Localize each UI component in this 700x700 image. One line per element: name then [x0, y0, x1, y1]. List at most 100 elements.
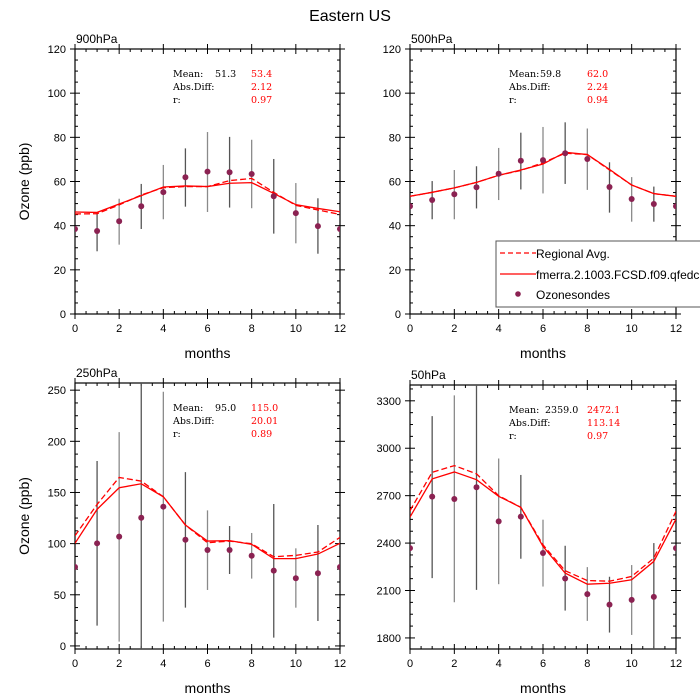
x-tick-label: 12: [334, 658, 346, 670]
stats-mean-model: 53.4: [251, 69, 272, 80]
obs-point: [248, 552, 255, 559]
x-tick-label: 4: [496, 658, 502, 670]
obs-point: [673, 545, 676, 552]
obs-point: [628, 195, 635, 202]
x-tick-label: 2: [116, 658, 122, 670]
obs-point: [628, 596, 635, 603]
stats-r: 0.94: [587, 95, 608, 106]
x-tick-label: 6: [540, 658, 546, 670]
stats-absdiff: 2.24: [587, 82, 608, 93]
obs-point: [75, 564, 78, 571]
x-tick-label: 10: [626, 323, 638, 335]
y-tick-label: 120: [383, 44, 401, 56]
series-model-line: [75, 483, 340, 560]
obs-point: [429, 493, 436, 500]
y-tick-label: 3000: [377, 443, 401, 455]
obs-point: [94, 227, 101, 234]
x-tick-label: 2: [116, 323, 122, 335]
x-tick-label: 6: [540, 323, 546, 335]
x-tick-label: 12: [334, 323, 346, 335]
panel-title: 900hPa: [76, 32, 118, 46]
obs-point: [410, 203, 413, 210]
x-tick-label: 12: [670, 323, 682, 335]
legend-swatch-dot: [515, 291, 521, 297]
x-tick-label: 8: [584, 658, 590, 670]
series-model-line: [410, 151, 676, 197]
obs-point: [160, 189, 167, 196]
x-tick-label: 10: [290, 323, 302, 335]
obs-point: [292, 575, 299, 582]
panel-title: 50hPa: [411, 368, 446, 382]
stats-mean-label: Mean:: [509, 69, 539, 80]
stats-r: 0.97: [587, 431, 608, 442]
obs-point: [138, 203, 145, 210]
stats-absdiff-label: Abs.Diff:: [508, 82, 550, 93]
obs-point: [473, 484, 480, 491]
obs-point: [270, 193, 277, 200]
x-tick-label: 4: [160, 323, 166, 335]
obs-point: [292, 210, 299, 217]
obs-point: [673, 203, 676, 210]
stats-absdiff-label: Abs.Diff:: [508, 418, 550, 429]
y-tick-label: 60: [54, 177, 66, 189]
stats-mean-model: 62.0: [587, 69, 608, 80]
x-tick-label: 8: [249, 323, 255, 335]
y-axis-label: Ozone (ppb): [16, 477, 32, 555]
obs-point: [562, 575, 569, 582]
stats-mean-label: Mean:: [509, 405, 539, 416]
x-tick-label: 12: [670, 658, 682, 670]
x-tick-label: 2: [451, 658, 457, 670]
obs-point: [160, 503, 167, 510]
y-tick-label: 3300: [377, 396, 401, 408]
y-tick-label: 0: [60, 641, 66, 653]
obs-point: [116, 533, 123, 540]
obs-point: [204, 168, 211, 175]
x-axis-label: months: [185, 345, 231, 361]
x-axis-label: months: [520, 680, 566, 696]
stats-mean-label: Mean:: [173, 69, 203, 80]
y-tick-label: 1800: [377, 633, 401, 645]
obs-point: [314, 570, 321, 577]
stats-absdiff-label: Abs.Diff:: [172, 416, 214, 427]
series-regional-avg-line: [75, 476, 340, 558]
obs-point: [410, 545, 413, 552]
obs-point: [182, 536, 189, 543]
data-layer: [410, 122, 676, 222]
obs-point: [314, 223, 321, 230]
stats-absdiff: 20.01: [251, 416, 278, 427]
obs-point: [584, 591, 591, 598]
obs-point: [429, 197, 436, 204]
x-tick-label: 6: [204, 658, 210, 670]
obs-point: [182, 174, 189, 181]
obs-point: [226, 169, 233, 176]
obs-point: [495, 518, 502, 525]
stats-r-label: r:: [509, 431, 517, 442]
x-axis-label: months: [185, 680, 231, 696]
stats-absdiff-label: Abs.Diff:: [172, 82, 214, 93]
obs-point: [248, 170, 255, 177]
obs-point: [606, 601, 613, 608]
y-tick-label: 20: [389, 265, 401, 277]
y-tick-label: 2100: [377, 586, 401, 598]
y-tick-label: 40: [54, 221, 66, 233]
stats-absdiff: 2.12: [251, 82, 272, 93]
y-tick-label: 50: [54, 590, 66, 602]
stats-mean-label: Mean:: [173, 403, 203, 414]
x-tick-label: 8: [249, 658, 255, 670]
data-layer: [410, 385, 676, 649]
obs-point: [517, 513, 524, 520]
obs-point: [451, 191, 458, 198]
stats-r-label: r:: [173, 429, 181, 440]
obs-point: [226, 546, 233, 553]
y-axis-label: Ozone (ppb): [16, 143, 32, 221]
obs-point: [562, 150, 569, 157]
panel-title: 500hPa: [411, 32, 453, 46]
stats-mean-obs: 95.0: [215, 403, 236, 414]
y-tick-label: 120: [48, 44, 66, 56]
obs-point: [94, 540, 101, 547]
obs-point: [138, 514, 145, 521]
stats-r-label: r:: [173, 95, 181, 106]
legend-label-regional: Regional Avg.: [536, 247, 610, 261]
y-tick-label: 2700: [377, 491, 401, 503]
obs-point: [650, 201, 657, 208]
